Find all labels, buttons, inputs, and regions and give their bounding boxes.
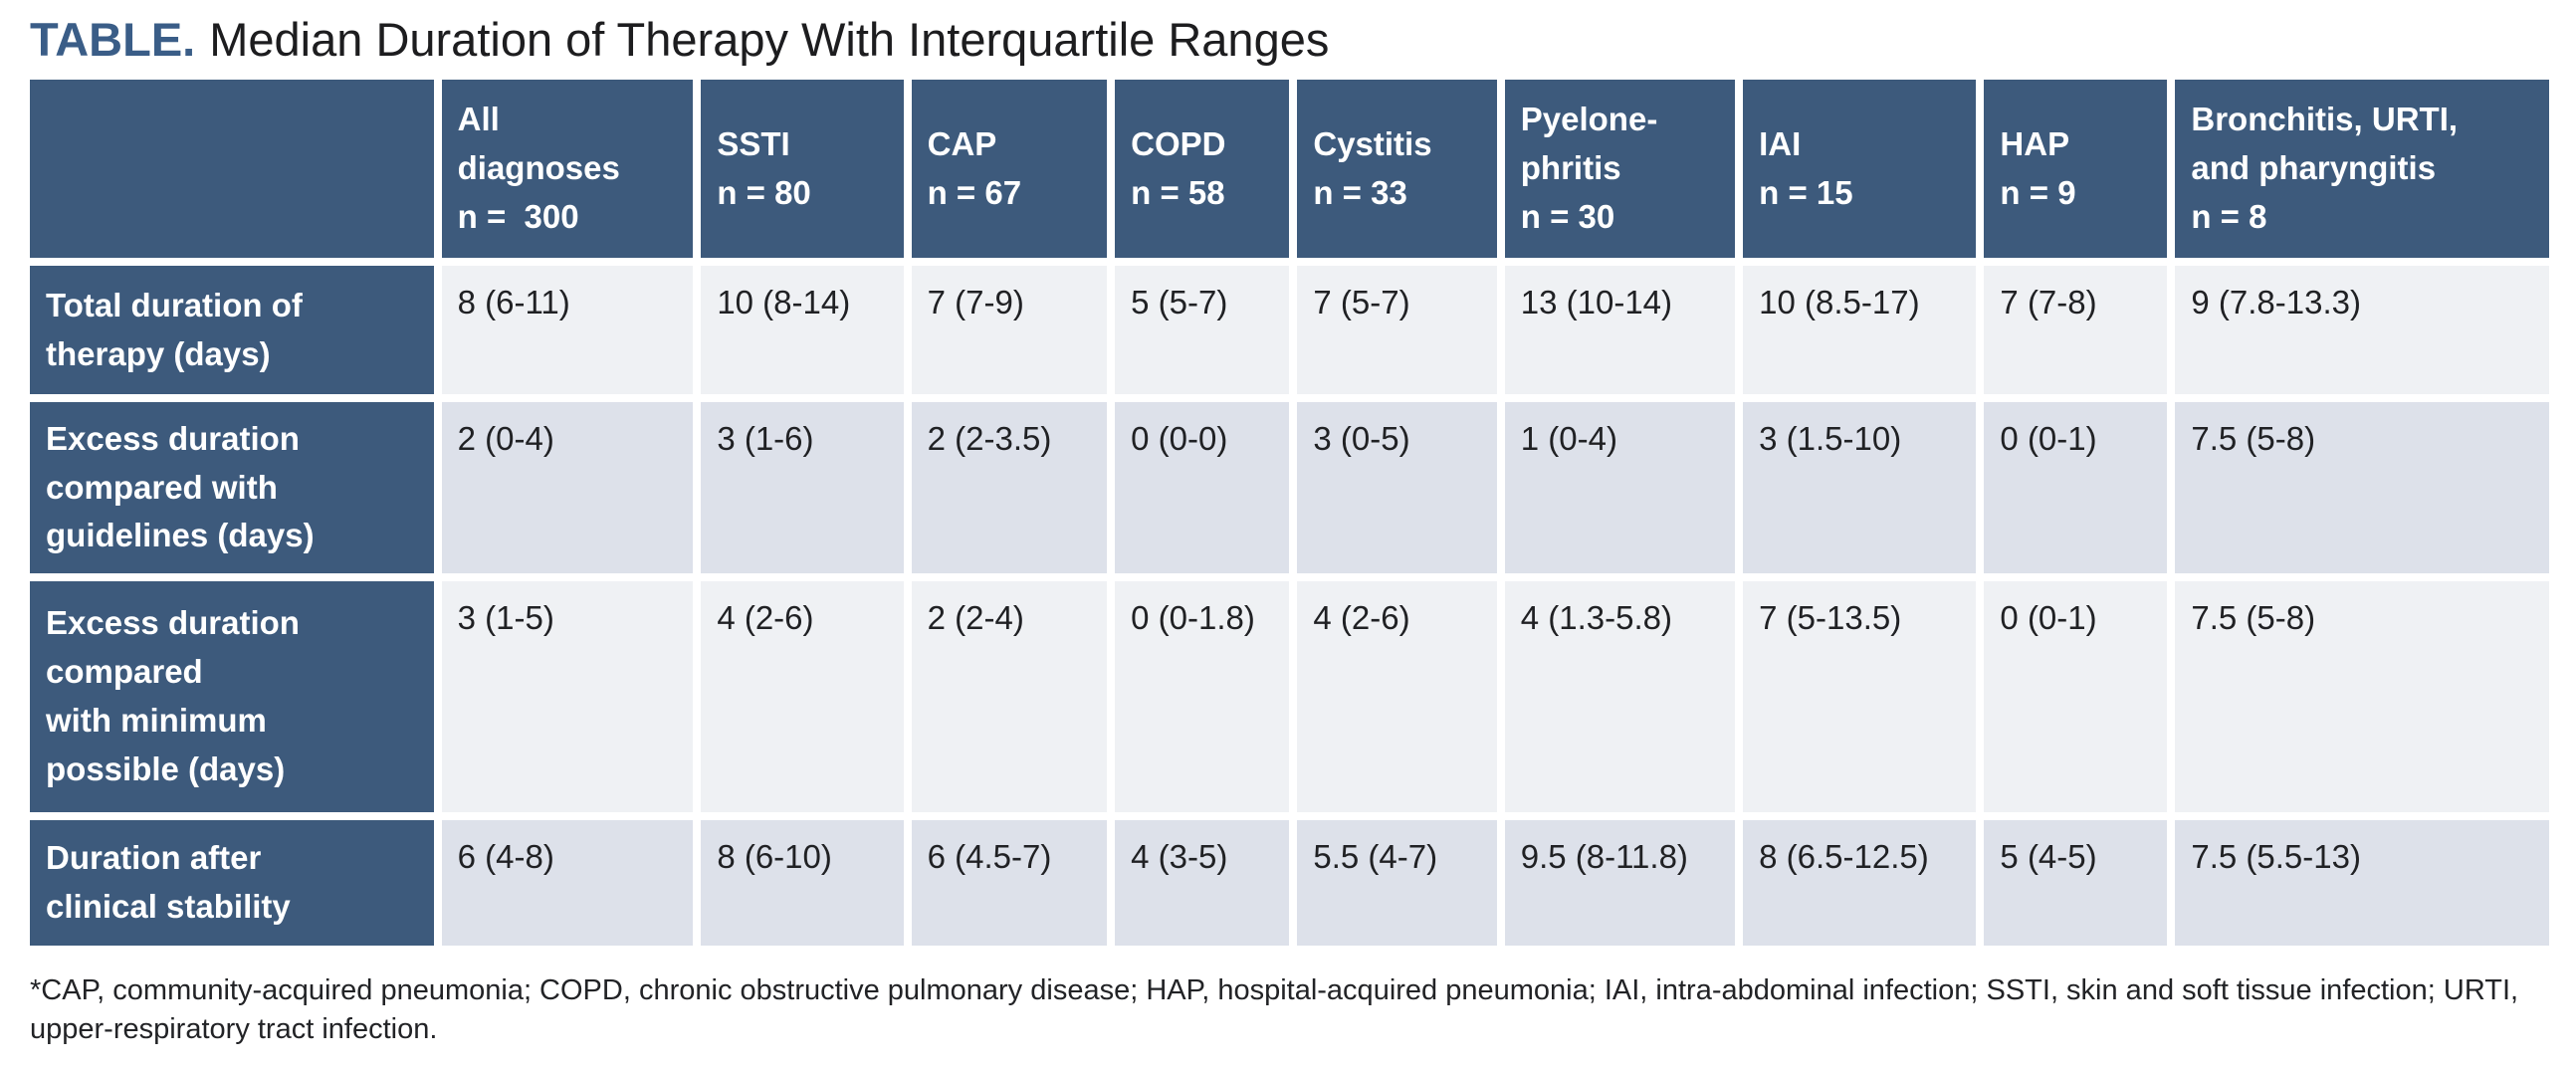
col-header-copd: COPD n = 58 xyxy=(1115,80,1290,258)
col-header-pyelonephritis: Pyelone- phritis n = 30 xyxy=(1504,80,1736,258)
table-cell: 7 (7-8) xyxy=(1984,266,2168,394)
table-cell: 9 (7.8-13.3) xyxy=(2175,266,2549,394)
col-header-hap: HAP n = 9 xyxy=(1984,80,2168,258)
table-cell: 8 (6-11) xyxy=(441,266,694,394)
table-caption-text: Median Duration of Therapy With Interqua… xyxy=(209,13,1330,66)
col-header-cystitis: Cystitis n = 33 xyxy=(1297,80,1497,258)
col-header-bronchitis-urti-pharyngitis: Bronchitis, URTI, and pharyngitis n = 8 xyxy=(2175,80,2549,258)
abbreviations-footnote: *CAP, community-acquired pneumonia; COPD… xyxy=(30,974,2519,1045)
page: TABLE. Median Duration of Therapy With In… xyxy=(30,12,2549,1045)
table-cell: 3 (0-5) xyxy=(1297,402,1497,573)
row-header-excess-vs-guidelines: Excess duration compared with guidelines… xyxy=(30,402,434,573)
table-cell: 7 (5-7) xyxy=(1297,266,1497,394)
table-cell: 5 (4-5) xyxy=(1984,820,2168,946)
table-cell: 0 (0-1) xyxy=(1984,581,2168,812)
table-cell: 7 (5-13.5) xyxy=(1743,581,1977,812)
col-header-cap: CAP n = 67 xyxy=(911,80,1108,258)
table-cell: 4 (2-6) xyxy=(701,581,904,812)
table-cell: 8 (6.5-12.5) xyxy=(1743,820,1977,946)
table-caption-label: TABLE. xyxy=(30,13,196,66)
table-cell: 7.5 (5-8) xyxy=(2175,581,2549,812)
table-cell: 2 (2-3.5) xyxy=(911,402,1108,573)
table-cell: 8 (6-10) xyxy=(701,820,904,946)
table-cell: 5 (5-7) xyxy=(1115,266,1290,394)
col-header-ssti: SSTI n = 80 xyxy=(701,80,904,258)
table-caption: TABLE. Median Duration of Therapy With In… xyxy=(30,12,2549,68)
row-header-excess-vs-minimum: Excess duration compared with minimum po… xyxy=(30,581,434,812)
table-cell: 10 (8-14) xyxy=(701,266,904,394)
table-cell: 7.5 (5-8) xyxy=(2175,402,2549,573)
table-cell: 1 (0-4) xyxy=(1504,402,1736,573)
table-cell: 2 (2-4) xyxy=(911,581,1108,812)
table-cell: 0 (0-0) xyxy=(1115,402,1290,573)
table-cell: 0 (0-1) xyxy=(1984,402,2168,573)
table-cell: 5.5 (4-7) xyxy=(1297,820,1497,946)
row-header-duration-after-stability: Duration after clinical stability xyxy=(30,820,434,946)
col-header-iai: IAI n = 15 xyxy=(1743,80,1977,258)
therapy-duration-table: All diagnoses n = 300 SSTI n = 80 CAP n … xyxy=(30,80,2549,946)
table-cell: 3 (1.5-10) xyxy=(1743,402,1977,573)
table-cell: 4 (2-6) xyxy=(1297,581,1497,812)
table-cell: 7 (7-9) xyxy=(911,266,1108,394)
row-header-total-duration: Total duration of therapy (days) xyxy=(30,266,434,394)
table-cell: 4 (3-5) xyxy=(1115,820,1290,946)
table-cell: 3 (1-6) xyxy=(701,402,904,573)
table-cell: 6 (4.5-7) xyxy=(911,820,1108,946)
table-cell: 10 (8.5-17) xyxy=(1743,266,1977,394)
table-cell: 6 (4-8) xyxy=(441,820,694,946)
table-cell: 9.5 (8-11.8) xyxy=(1504,820,1736,946)
table-cell: 3 (1-5) xyxy=(441,581,694,812)
col-header-all-diagnoses: All diagnoses n = 300 xyxy=(441,80,694,258)
table-cell: 13 (10-14) xyxy=(1504,266,1736,394)
table-cell: 4 (1.3-5.8) xyxy=(1504,581,1736,812)
header-corner-cell xyxy=(30,80,434,258)
table-cell: 0 (0-1.8) xyxy=(1115,581,1290,812)
table-cell: 7.5 (5.5-13) xyxy=(2175,820,2549,946)
table-cell: 2 (0-4) xyxy=(441,402,694,573)
